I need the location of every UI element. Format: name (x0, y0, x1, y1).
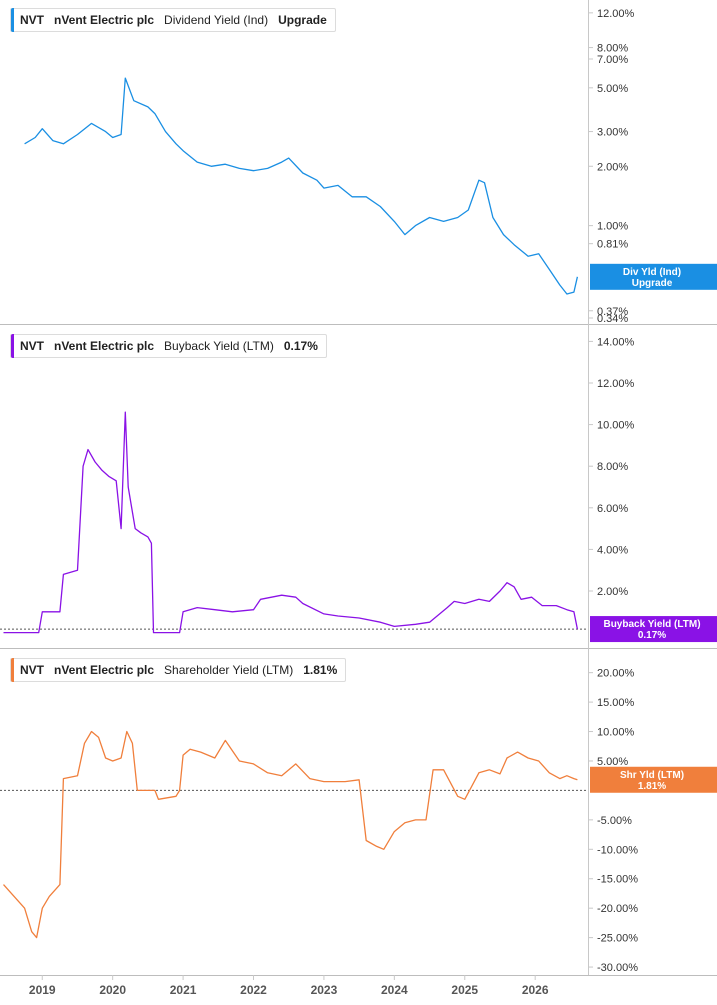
x-tick-label: 2019 (29, 983, 56, 997)
x-tick-label: 2020 (99, 983, 126, 997)
legend-company: nVent Electric plc (54, 339, 155, 353)
y-tick-label: 5.00% (597, 83, 628, 95)
legend-swatch-buyback (11, 334, 14, 358)
y-tick-label: 10.00% (597, 420, 635, 432)
y-tick-label: 8.00% (597, 43, 628, 55)
value-tag-value: Upgrade (632, 278, 673, 289)
value-tag-value: 0.17% (638, 630, 666, 641)
y-tick-label: 0.34% (597, 313, 628, 325)
x-tick-label: 2021 (170, 983, 197, 997)
legend-metric: Shareholder Yield (LTM) (164, 663, 294, 677)
y-tick-label: 10.00% (597, 727, 635, 739)
y-tick-label: 7.00% (597, 54, 628, 66)
x-tick-label: 2025 (451, 983, 478, 997)
y-tick-label: 6.00% (597, 503, 628, 515)
value-tag-dividend (590, 263, 717, 290)
legend-ticker: NVT (20, 339, 44, 353)
y-tick-label: 8.00% (597, 461, 628, 473)
legend-value: Upgrade (278, 13, 327, 27)
legend-ticker: NVT (20, 13, 44, 27)
legend-swatch-shareholder (11, 658, 14, 682)
y-tick-label: 5.00% (597, 756, 628, 768)
y-tick-label: -15.00% (597, 874, 638, 886)
y-tick-label: 20.00% (597, 668, 635, 680)
legend-dividend-yield[interactable]: NVT nVent Electric plc Dividend Yield (I… (10, 8, 336, 32)
series-line-shareholder (3, 730, 578, 939)
legend-ticker: NVT (20, 663, 44, 677)
value-tag-value: 1.81% (638, 781, 666, 792)
value-tag-shareholder (590, 766, 717, 793)
series-line-buyback (3, 411, 579, 634)
value-tag-label: Buyback Yield (LTM) (603, 619, 700, 630)
legend-shareholder-yield[interactable]: NVT nVent Electric plc Shareholder Yield… (10, 658, 347, 682)
y-tick-label: 14.00% (597, 336, 635, 348)
value-tag-label: Div Yld (Ind) (623, 267, 681, 278)
y-tick-label: -25.00% (597, 933, 638, 945)
y-tick-label: 4.00% (597, 544, 628, 556)
legend-value: 0.17% (283, 339, 318, 353)
y-tick-label: 2.00% (597, 586, 628, 598)
x-tick-label: 2024 (381, 983, 408, 997)
y-tick-label: 0.81% (597, 239, 628, 251)
series-line-dividend (24, 77, 579, 295)
x-tick-label: 2023 (311, 983, 338, 997)
y-tick-label: 1.00% (597, 221, 628, 233)
legend-company: nVent Electric plc (54, 13, 155, 27)
legend-buyback-yield[interactable]: NVT nVent Electric plc Buyback Yield (LT… (10, 334, 327, 358)
value-tag-label: Shr Yld (LTM) (620, 770, 684, 781)
value-tag-buyback (590, 616, 717, 643)
legend-swatch-dividend (11, 8, 14, 32)
y-tick-label: -30.00% (597, 962, 638, 974)
legend-value: 1.81% (303, 663, 338, 677)
legend-company: nVent Electric plc (54, 663, 155, 677)
y-tick-label: -5.00% (597, 815, 632, 827)
y-tick-label: 0.37% (597, 306, 628, 318)
y-tick-label: 12.00% (597, 378, 635, 390)
x-tick-label: 2022 (240, 983, 267, 997)
y-tick-label: -20.00% (597, 903, 638, 915)
y-tick-label: 2.00% (597, 161, 628, 173)
legend-metric: Dividend Yield (Ind) (164, 13, 269, 27)
y-tick-label: 3.00% (597, 127, 628, 139)
y-tick-label: -10.00% (597, 844, 638, 856)
x-tick-label: 2026 (522, 983, 549, 997)
y-tick-label: 15.00% (597, 697, 635, 709)
y-tick-label: 12.00% (597, 8, 635, 20)
legend-metric: Buyback Yield (LTM) (164, 339, 274, 353)
